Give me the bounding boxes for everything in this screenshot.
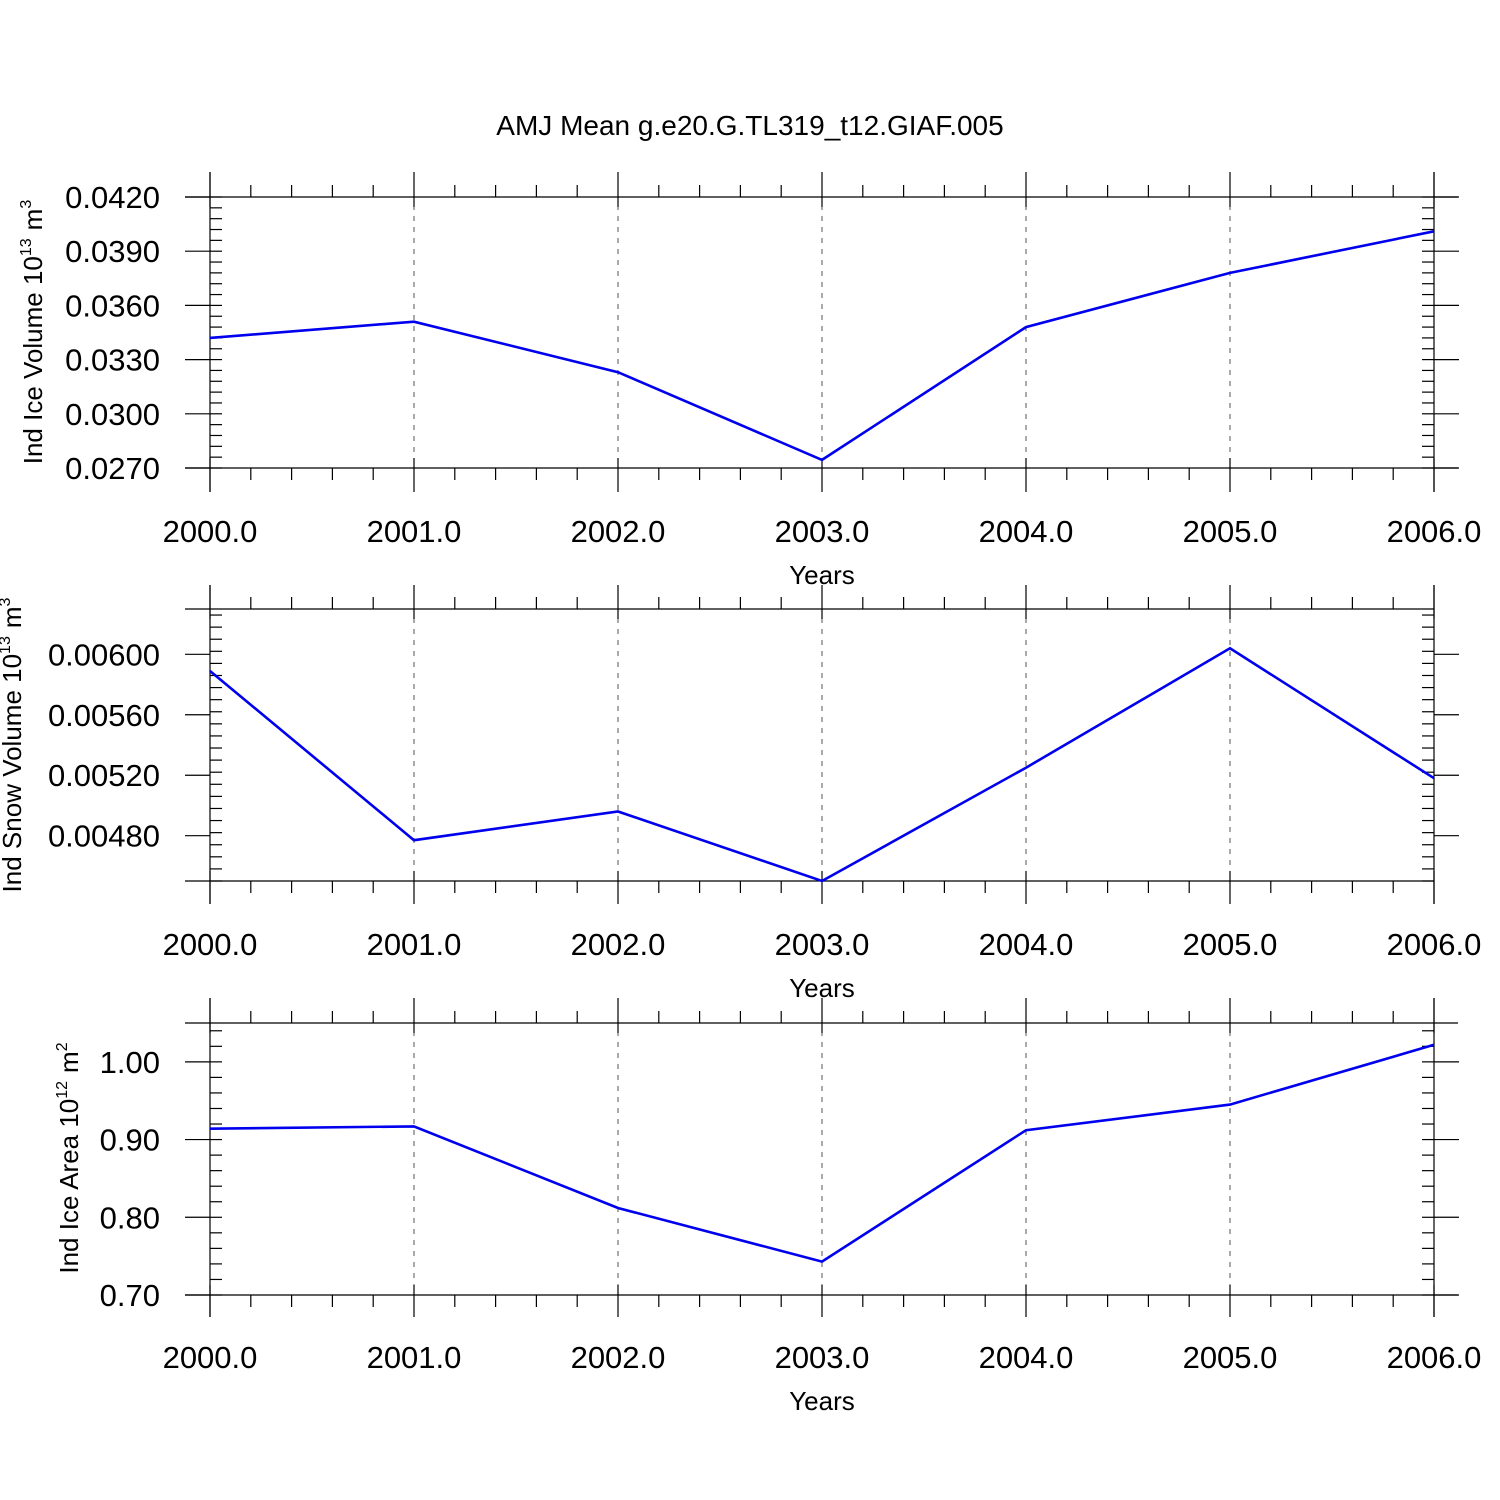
y-tick-label: 0.00560 <box>48 698 160 733</box>
x-tick-label: 2002.0 <box>571 927 666 962</box>
x-tick-label: 2004.0 <box>979 927 1074 962</box>
y-axis-title-unit: m <box>18 209 48 231</box>
y-axis-title-text: Ind Ice Volume 10 <box>18 256 48 464</box>
y-tick-label: 0.0360 <box>65 288 160 323</box>
ice-volume-panel: Years Ind Ice Volume 1013m3 0.02700.0300… <box>18 172 1481 590</box>
x-tick-label: 2001.0 <box>367 927 462 962</box>
y-axis-title-unit: m <box>54 1051 84 1073</box>
x-tick-label: 2001.0 <box>367 514 462 549</box>
x-tick-label: 2004.0 <box>979 514 1074 549</box>
y-tick-label: 0.70 <box>100 1278 160 1313</box>
y-tick-label: 0.0270 <box>65 451 160 486</box>
x-tick-label: 2004.0 <box>979 1340 1074 1375</box>
x-tick-label: 2000.0 <box>163 1340 258 1375</box>
x-tick-label: 2006.0 <box>1387 1340 1482 1375</box>
y-tick-label: 1.00 <box>100 1045 160 1080</box>
x-tick-label: 2003.0 <box>775 927 870 962</box>
y-axis-title-exponent: 13 <box>0 636 14 654</box>
y-tick-label: 0.00600 <box>48 637 160 672</box>
x-tick-label: 2003.0 <box>775 514 870 549</box>
x-tick-label: 2005.0 <box>1183 1340 1278 1375</box>
y-tick-label: 0.00520 <box>48 758 160 793</box>
y-tick-label: 0.90 <box>100 1123 160 1158</box>
x-tick-label: 2002.0 <box>571 1340 666 1375</box>
y-tick-label: 0.0300 <box>65 397 160 432</box>
y-axis-title: Ind Snow Volume 1013 m3 <box>0 597 27 892</box>
y-tick-label: 0.0420 <box>65 180 160 215</box>
snow-volume-panel: Years Ind Snow Volume 1013m3 0.004800.00… <box>0 585 1481 1003</box>
y-axis-title-text: Ind Snow Volume 10 <box>0 654 27 893</box>
y-axis-title-unit-exponent: 3 <box>0 597 14 606</box>
ice-area-panel: Years Ind Ice Area 1012 m2 0.70 0.80 0.90 1.… <box>54 998 1481 1416</box>
x-tick-label: 2006.0 <box>1387 514 1482 549</box>
x-tick-label: 2005.0 <box>1183 514 1278 549</box>
y-tick-label: 0.0390 <box>65 234 160 269</box>
y-axis-title-exponent: 12 <box>54 1081 71 1099</box>
x-tick-label: 2000.0 <box>163 927 258 962</box>
y-axis-title: Ind Ice Area 1012 m2 <box>54 1042 84 1273</box>
y-axis-title: Ind Ice Volume 1013 m3 <box>18 200 48 465</box>
x-tick-label: 2000.0 <box>163 514 258 549</box>
y-axis-title-unit-exponent: 2 <box>54 1042 71 1051</box>
x-tick-label: 2002.0 <box>571 514 666 549</box>
figure-title: AMJ Mean g.e20.G.TL319_t12.GIAF.005 <box>496 110 1003 141</box>
series-line <box>209 1043 1435 1264</box>
series-line <box>209 230 1435 462</box>
y-axis-title-exponent: 13 <box>18 238 35 256</box>
y-axis-title-unit-exponent: 3 <box>18 200 35 209</box>
series-line <box>209 646 1435 883</box>
y-axis-title-unit: m <box>0 606 27 628</box>
x-tick-label: 2005.0 <box>1183 927 1278 962</box>
y-tick-label: 0.80 <box>100 1200 160 1235</box>
x-tick-label: 2001.0 <box>367 1340 462 1375</box>
y-axis-title-text: Ind Ice Area 10 <box>54 1099 84 1274</box>
y-tick-label: 0.0330 <box>65 343 160 378</box>
x-tick-label: 2003.0 <box>775 1340 870 1375</box>
y-tick-label: 0.00480 <box>48 819 160 854</box>
x-axis-title: Years <box>789 1386 855 1416</box>
x-tick-label: 2006.0 <box>1387 927 1482 962</box>
